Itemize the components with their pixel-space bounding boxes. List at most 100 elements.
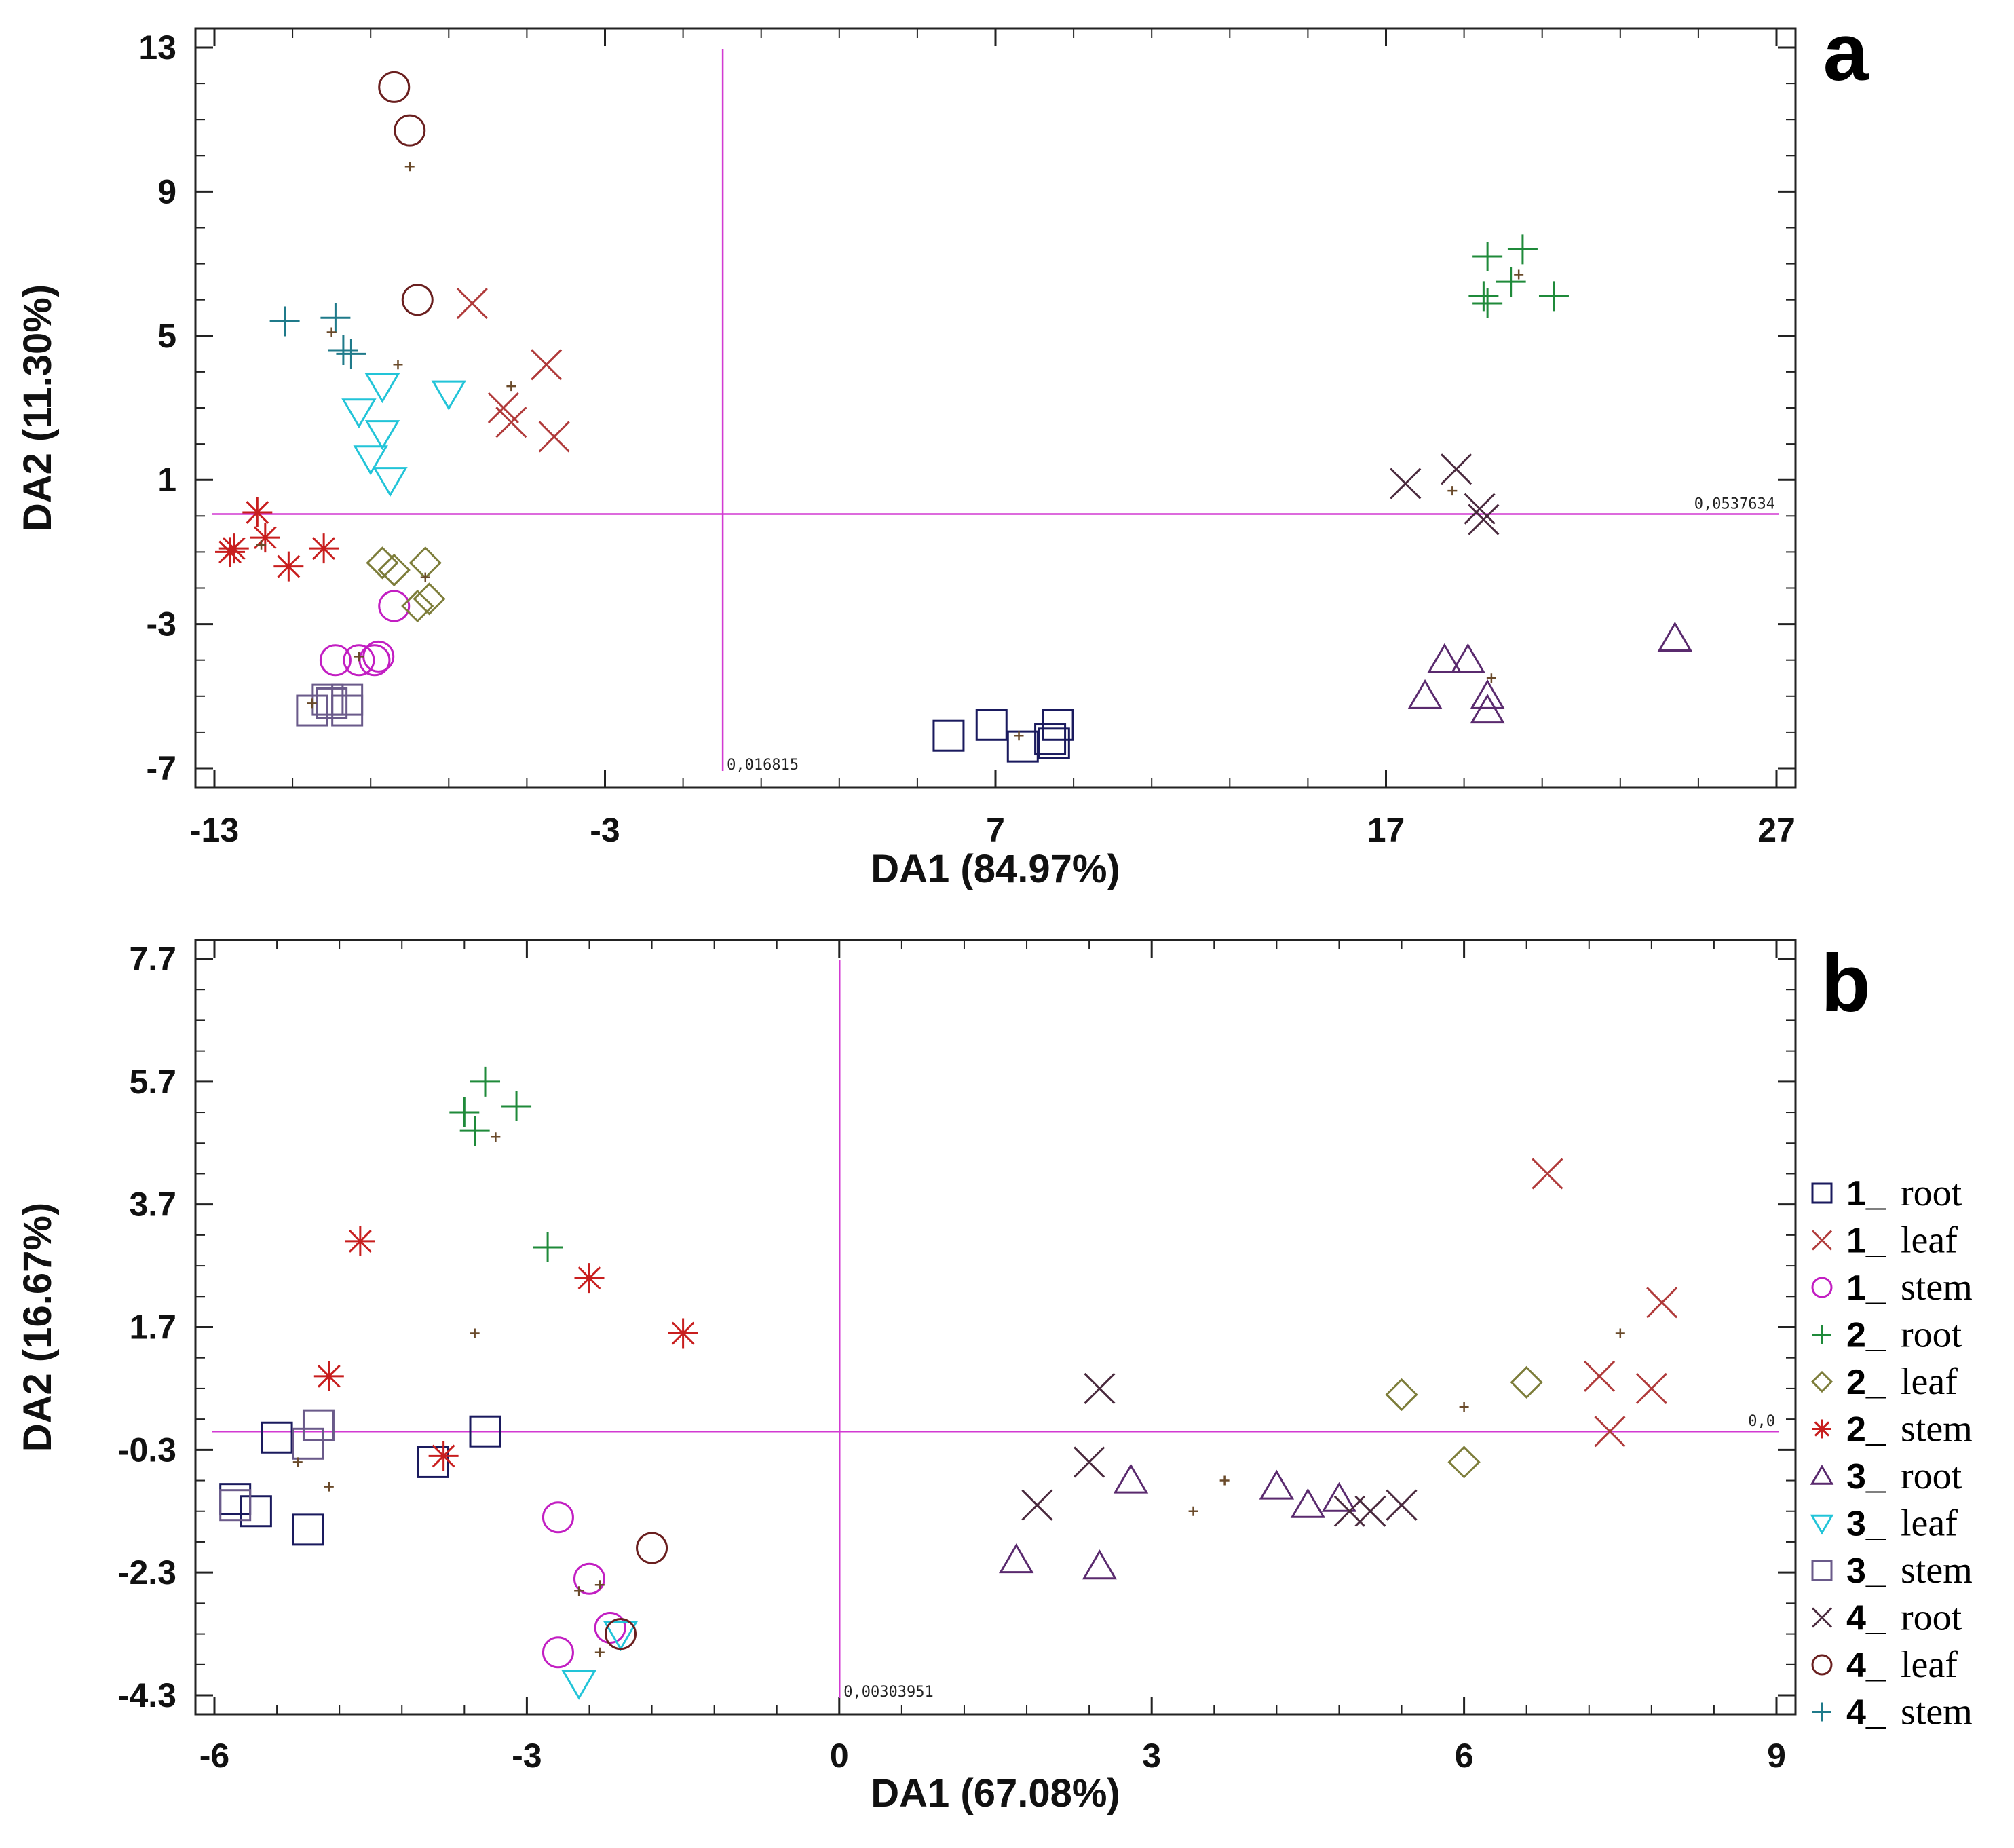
point-1-stem	[573, 1562, 605, 1595]
y-tick-label: -4.3	[118, 1676, 176, 1714]
y-axis-title: DA2 (16.67%)	[16, 1203, 60, 1452]
point-centroid	[1459, 1402, 1469, 1412]
point-4-leaf	[401, 284, 434, 316]
point-1-root	[932, 719, 965, 752]
legend-group-number: 3_	[1846, 1551, 1886, 1591]
y-tick-label: -2.3	[118, 1553, 176, 1591]
point-2-leaf	[1385, 1378, 1418, 1412]
point-3-leaf	[364, 420, 400, 451]
legend-marker-2-stem	[1812, 1419, 1831, 1439]
legend-marker-2-leaf	[1810, 1370, 1834, 1393]
point-3-leaf	[603, 1621, 639, 1651]
y-tick-label: 5	[157, 317, 176, 355]
point-1-root	[261, 1421, 293, 1454]
point-4-root	[1084, 1372, 1116, 1404]
panel-a-letter: a	[1823, 7, 1869, 98]
legend-organ-label: stem	[1901, 1691, 1973, 1733]
legend-marker-3-root	[1810, 1465, 1834, 1485]
point-centroid	[1014, 731, 1024, 741]
y-tick-label: 1.7	[129, 1308, 176, 1346]
point-centroid	[354, 652, 364, 662]
point-4-root	[1021, 1489, 1053, 1521]
point-3-stem	[219, 1489, 252, 1522]
x-tick-label: 7	[986, 811, 1005, 849]
point-2-stem	[242, 497, 273, 527]
point-4-root	[1074, 1446, 1105, 1478]
legend-group-number: 4_	[1846, 1599, 1886, 1638]
point-4-leaf	[605, 1618, 637, 1651]
point-3-root	[1450, 643, 1486, 673]
panel-b-letter: b	[1821, 938, 1870, 1029]
legend-marker-3-leaf	[1810, 1514, 1834, 1535]
x-tick-label: 0	[830, 1737, 849, 1775]
point-3-root	[998, 1543, 1034, 1574]
point-centroid	[594, 1647, 605, 1657]
point-1-stem	[378, 590, 411, 622]
x-axis-title: DA1 (67.08%)	[871, 1771, 1120, 1815]
point-centroid	[491, 1132, 501, 1142]
x-tick-label: -3	[512, 1737, 542, 1775]
point-centroid	[326, 327, 337, 337]
y-tick-label: 7.7	[129, 940, 176, 978]
point-2-stem	[309, 533, 339, 564]
point-1-leaf	[495, 407, 527, 438]
point-1-root	[1042, 709, 1074, 741]
legend-organ-label: root	[1901, 1314, 1962, 1356]
y-tick-label: 1	[157, 461, 176, 499]
point-4-leaf	[636, 1532, 668, 1564]
point-centroid	[1486, 673, 1496, 683]
point-2-root	[1472, 241, 1503, 271]
point-centroid	[1219, 1475, 1230, 1486]
legend-group-number: 1_	[1846, 1174, 1886, 1213]
point-1-leaf	[1635, 1372, 1667, 1404]
legend-group-number: 4_	[1846, 1646, 1886, 1685]
point-4-leaf	[394, 114, 426, 147]
point-centroid	[594, 1580, 605, 1590]
point-3-leaf	[373, 467, 408, 497]
legend-organ-label: stem	[1901, 1266, 1973, 1308]
point-4-root	[1468, 504, 1500, 535]
point-1-root	[292, 1513, 324, 1546]
legend-group-number: 2_	[1846, 1410, 1886, 1450]
horizontal-reference-label: 0,0	[1748, 1413, 1775, 1430]
point-centroid	[324, 1482, 334, 1492]
point-2-stem	[273, 551, 304, 582]
point-1-leaf	[1532, 1158, 1563, 1190]
point-centroid	[574, 1586, 584, 1596]
point-2-root	[1468, 281, 1499, 312]
point-2-root	[1538, 281, 1569, 312]
legend-organ-label: leaf	[1901, 1644, 1958, 1686]
point-3-stem	[302, 1409, 335, 1441]
point-2-root	[1472, 288, 1503, 319]
x-tick-label: 6	[1455, 1737, 1474, 1775]
legend-group-number: 2_	[1846, 1316, 1886, 1355]
point-4-stem	[320, 303, 351, 333]
point-3-leaf	[341, 398, 377, 429]
legend-organ-label: leaf	[1901, 1220, 1958, 1262]
panel-a-chart: -13 -3 7 17 27 13 9 5 1 -3 -7 DA1 (84.97%) DA2 (11.3…	[16, 27, 1797, 891]
point-2-root	[449, 1097, 480, 1128]
point-4-root	[1441, 453, 1472, 485]
point-3-root	[1407, 679, 1443, 709]
point-3-stem	[292, 1427, 324, 1460]
point-3-root	[1470, 694, 1505, 724]
x-tick-label: -6	[200, 1737, 229, 1775]
legend-marker-4-stem	[1812, 1702, 1831, 1722]
point-centroid	[420, 572, 430, 582]
point-centroid	[1615, 1328, 1625, 1338]
point-2-stem	[218, 533, 249, 564]
legend-group-number: 3_	[1846, 1505, 1886, 1544]
y-tick-label: 13	[138, 29, 176, 67]
legend-organ-label: stem	[1901, 1549, 1973, 1591]
point-centroid	[256, 540, 267, 550]
vertical-reference-label: 0,016815	[727, 757, 799, 774]
point-3-leaf	[561, 1670, 596, 1700]
point-2-root	[459, 1116, 490, 1146]
point-1-root	[417, 1446, 449, 1478]
panel-b-chart: -6 -3 0 3 6 9 7.7 5.7 3.7 1.7 -0.3 -2.3 -4.3 DA1 (67.…	[16, 939, 1797, 1815]
point-3-root	[1470, 679, 1505, 709]
point-4-stem	[269, 306, 300, 337]
point-3-root	[1321, 1482, 1357, 1512]
legend-organ-label: stem	[1901, 1408, 1973, 1450]
